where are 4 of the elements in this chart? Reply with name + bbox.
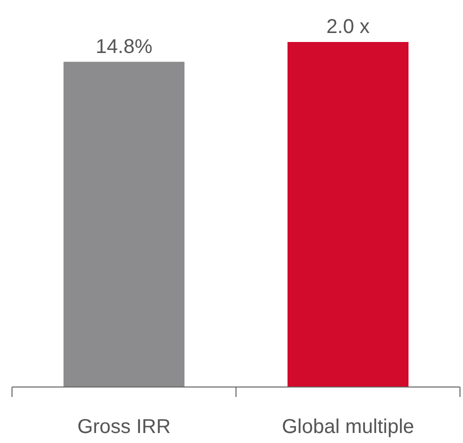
data-label: 2.0 x xyxy=(326,16,370,38)
x-tick-label: Global multiple xyxy=(282,416,414,438)
x-tick-label: Gross IRR xyxy=(77,416,171,438)
data-label: 14.8% xyxy=(96,36,153,58)
